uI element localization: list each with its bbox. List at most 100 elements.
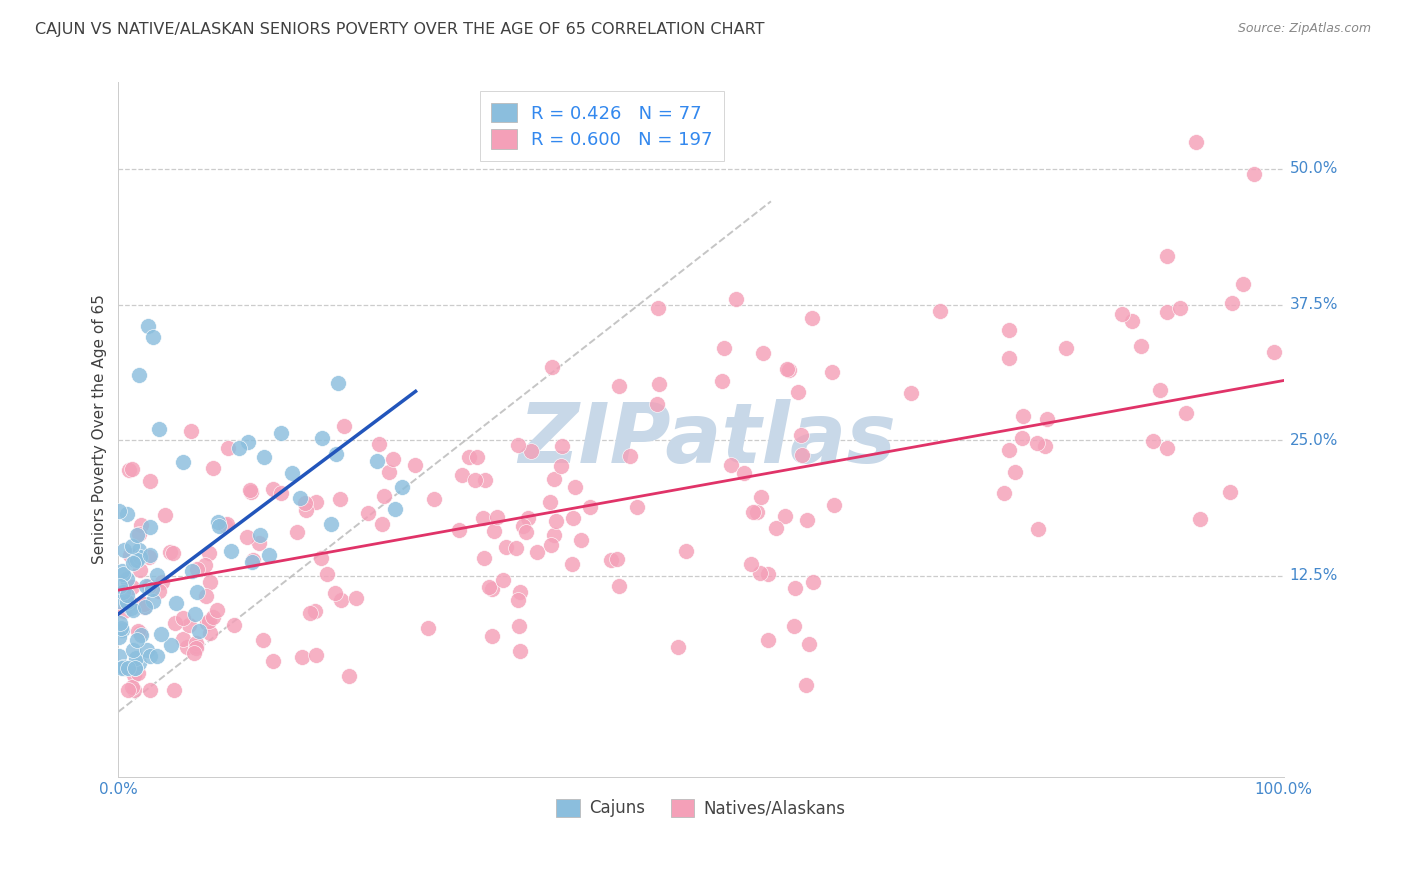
Point (121, 539, 143, 553)
Point (1111, 308, 1133, 322)
Point (626, 500, 648, 514)
Point (745, 505, 768, 519)
Point (418, 621, 440, 635)
Point (128, 368, 150, 383)
Point (239, 485, 262, 500)
Point (305, 495, 328, 509)
Point (329, 492, 352, 507)
Point (186, 636, 208, 650)
Point (128, 527, 150, 541)
Point (120, 601, 142, 615)
Point (270, 485, 292, 500)
Point (162, 546, 184, 560)
Point (128, 563, 150, 577)
Point (551, 439, 574, 453)
Point (561, 557, 583, 571)
Point (249, 527, 271, 541)
Text: 37.5%: 37.5% (1289, 297, 1339, 312)
Point (194, 589, 217, 603)
Point (609, 379, 631, 393)
Point (217, 441, 239, 455)
Text: CAJUN VS NATIVE/ALASKAN SENIORS POVERTY OVER THE AGE OF 65 CORRELATION CHART: CAJUN VS NATIVE/ALASKAN SENIORS POVERTY … (35, 22, 765, 37)
Point (357, 506, 380, 520)
Point (515, 524, 537, 539)
Point (900, 386, 922, 401)
Point (112, 542, 135, 557)
Point (108, 615, 131, 630)
Point (796, 513, 818, 527)
Point (127, 665, 149, 680)
Point (720, 458, 742, 472)
Point (540, 538, 562, 552)
Point (224, 618, 246, 632)
Point (323, 586, 346, 600)
Point (710, 374, 733, 388)
Point (482, 524, 505, 539)
Point (330, 592, 353, 607)
Point (998, 351, 1021, 365)
Point (783, 619, 806, 633)
Point (111, 585, 134, 599)
Point (153, 508, 176, 522)
Point (756, 566, 779, 581)
Point (253, 450, 276, 464)
Point (132, 600, 155, 615)
Point (1033, 439, 1056, 453)
Point (187, 624, 209, 638)
Point (111, 624, 134, 638)
Point (929, 304, 952, 318)
Point (172, 611, 194, 625)
Point (138, 550, 160, 565)
Point (538, 495, 561, 509)
Point (606, 552, 628, 566)
Point (543, 528, 565, 542)
Point (129, 626, 152, 640)
Point (724, 292, 747, 306)
Point (202, 461, 225, 475)
Point (472, 551, 495, 566)
Point (801, 311, 824, 326)
Point (165, 616, 187, 631)
Point (450, 468, 472, 483)
Text: 25.0%: 25.0% (1289, 433, 1339, 448)
Point (675, 544, 697, 558)
Point (564, 480, 586, 494)
Point (239, 483, 262, 497)
Point (160, 638, 183, 652)
Point (1174, 406, 1197, 420)
Point (495, 540, 517, 554)
Point (121, 461, 143, 475)
Point (176, 640, 198, 654)
Point (180, 565, 202, 579)
Point (198, 614, 221, 628)
Point (117, 572, 139, 586)
Point (344, 591, 367, 606)
Point (128, 656, 150, 670)
Point (124, 553, 146, 567)
Point (183, 647, 205, 661)
Point (186, 561, 208, 575)
Point (508, 618, 530, 632)
Point (163, 683, 186, 698)
Point (195, 615, 218, 630)
Y-axis label: Seniors Poverty Over the Age of 65: Seniors Poverty Over the Age of 65 (93, 294, 107, 565)
Point (384, 501, 406, 516)
Point (477, 580, 499, 594)
Point (1121, 314, 1143, 328)
Point (115, 588, 138, 602)
Point (1232, 277, 1254, 291)
Point (108, 594, 131, 608)
Point (134, 579, 156, 593)
Point (512, 518, 534, 533)
Point (1004, 465, 1026, 479)
Point (262, 483, 284, 497)
Point (148, 584, 170, 599)
Point (108, 579, 131, 593)
Point (121, 680, 143, 694)
Point (748, 566, 770, 581)
Point (201, 610, 224, 624)
Point (599, 553, 621, 567)
Point (235, 530, 257, 544)
Point (325, 447, 347, 461)
Point (506, 438, 529, 452)
